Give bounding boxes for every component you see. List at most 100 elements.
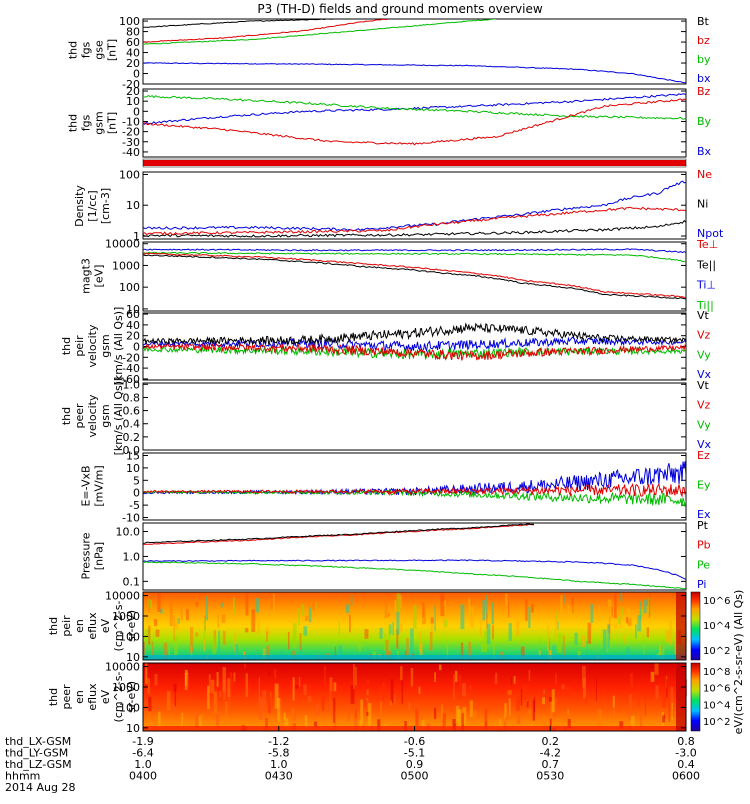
peir-eflux-spectrogram-streak <box>221 603 223 608</box>
peer-eflux-spectrogram-streak <box>200 694 203 700</box>
peir-eflux-spectrogram-streak <box>492 625 494 639</box>
peer-eflux-spectrogram-streak <box>187 674 189 696</box>
peir-eflux-spectrogram-streak <box>434 606 435 631</box>
peer-eflux-spectrogram-streak <box>640 713 642 728</box>
peir-velocity-ylabel-line: thd <box>60 337 73 355</box>
peer-eflux-spectrogram-streak <box>552 689 555 712</box>
peer-eflux-spectrogram-streak <box>485 709 488 727</box>
peer-eflux-spectrogram-streak <box>638 684 639 706</box>
peer-eflux-spectrogram-streak <box>367 679 369 684</box>
peer-eflux-spectrogram-streak <box>167 691 170 710</box>
peer-eflux-spectrogram-streak <box>148 711 150 717</box>
peer-eflux-colorbar-tick: 10^2 <box>703 717 730 728</box>
peir-eflux-spectrogram-streak <box>351 595 353 606</box>
peir-eflux-spectrogram-streak <box>614 624 618 628</box>
peer-velocity-ylabel-line: [km/s (All Qs)] <box>112 377 125 456</box>
efield-ytick-label: 0 <box>133 487 140 500</box>
peir-eflux-spectrogram-streak <box>400 623 403 632</box>
peir-eflux-spectrogram-streak <box>646 606 648 617</box>
temperature-series-Ti|| <box>143 252 686 262</box>
pressure-ytick-label: 10.0 <box>116 526 141 539</box>
pressure-series-Pt <box>143 524 534 544</box>
peir-eflux-ylabel-line: thd <box>47 617 60 635</box>
peer-eflux-spectrogram-streak <box>223 680 226 700</box>
peir-eflux-spectrogram-streak <box>148 626 150 645</box>
peer-velocity-ylabel-line: velocity <box>86 394 99 437</box>
peer-eflux-spectrogram-streak <box>360 700 363 724</box>
peer-eflux-ylabel-line: eV <box>99 689 112 704</box>
peer-eflux-edge-band <box>676 663 686 731</box>
peer-eflux-spectrogram-streak <box>147 678 149 693</box>
peir-velocity-ytick-label: 60 <box>126 308 140 321</box>
peir-eflux-spectrogram-streak <box>603 629 607 651</box>
peir-eflux-spectrogram-streak <box>560 595 562 620</box>
peer-eflux-spectrogram-streak <box>330 691 332 716</box>
peer-eflux-spectrogram-streak <box>154 674 157 685</box>
fgs-gsm-legend-1: By <box>697 115 712 128</box>
peir-eflux-spectrogram-streak <box>293 623 297 649</box>
peir-eflux-spectrogram-streak <box>528 607 530 628</box>
peir-eflux-spectrogram-streak <box>568 605 570 614</box>
peer-eflux-spectrogram-streak <box>348 705 350 722</box>
peir-eflux-spectrogram-streak <box>392 622 394 635</box>
density-ylabel: Density[1/cc][cm-3] <box>73 185 112 227</box>
peer-eflux-spectrogram-streak <box>566 686 570 697</box>
peer-eflux-spectrogram-streak <box>511 678 512 685</box>
peir-eflux-spectrogram-streak <box>299 633 301 650</box>
density-ytick-label: 100 <box>119 168 140 181</box>
peer-eflux-spectrogram-streak <box>533 700 535 721</box>
fgs-gsm-ylabel-line: gsm <box>93 111 106 134</box>
peer-eflux-spectrogram-streak <box>417 702 418 714</box>
peir-eflux-spectrogram-streak <box>339 622 340 635</box>
peir-eflux-spectrogram-streak <box>305 616 308 621</box>
peer-eflux-spectrogram-streak <box>459 675 461 699</box>
peir-eflux-spectrogram-streak <box>572 597 573 613</box>
peer-eflux-spectrogram-streak <box>598 709 602 726</box>
peer-eflux-spectrogram-streak <box>355 709 357 718</box>
peer-eflux-spectrogram-streak <box>308 696 312 702</box>
density-ylabel-line: [cm-3] <box>99 188 112 224</box>
density-series-Ne <box>143 207 686 234</box>
peir-eflux-spectrogram-streak <box>623 634 625 644</box>
peir-eflux-spectrogram-streak <box>614 594 617 618</box>
peer-eflux-spectrogram-streak <box>630 673 633 688</box>
fgs-gsm-legend-2: Bx <box>697 145 712 158</box>
peer-eflux-spectrogram-streak <box>268 697 271 713</box>
peir-eflux-spectrogram-streak <box>413 605 416 628</box>
temperature-legend-1: Te|| <box>696 258 716 271</box>
peer-eflux-spectrogram-streak <box>353 664 355 689</box>
peer-eflux-spectrogram-streak <box>229 689 231 714</box>
peer-eflux-spectrogram-streak <box>527 701 529 707</box>
density-series-Ni <box>143 221 686 238</box>
xaxis-value: 0600 <box>672 770 700 783</box>
peir-eflux-spectrogram-streak <box>612 607 613 617</box>
peir-eflux-colorbar-tick: 10^2 <box>703 646 730 657</box>
peer-eflux-spectrogram-streak <box>596 677 597 700</box>
peir-eflux-spectrogram-streak <box>558 633 562 653</box>
peer-eflux-spectrogram-streak <box>284 713 286 719</box>
peer-eflux-spectrogram-streak <box>662 715 665 722</box>
peir-eflux-spectrogram-streak <box>255 598 259 612</box>
pressure-legend-0: Pt <box>697 519 709 532</box>
peir-velocity-legend-2: Vy <box>697 348 711 361</box>
peer-eflux-spectrogram-streak <box>419 687 421 694</box>
peir-eflux-spectrogram-streak <box>309 607 312 622</box>
peer-eflux-spectrogram-streak <box>562 684 565 689</box>
peer-eflux-spectrogram-streak <box>299 677 300 686</box>
peir-eflux-spectrogram-streak <box>397 594 401 614</box>
fgs-gsm-ylabel-line: thd <box>67 114 80 132</box>
pressure-series-Pe <box>143 562 686 589</box>
peer-eflux-spectrogram-streak <box>275 684 279 709</box>
peer-eflux-spectrogram-streak <box>493 671 495 676</box>
fgs-gse-series-Bt <box>143 19 333 28</box>
peer-eflux-spectrogram-streak <box>504 703 507 718</box>
peer-eflux-spectrogram-streak <box>207 686 210 709</box>
peir-eflux-spectrogram-streak <box>298 608 300 625</box>
peer-eflux-spectrogram-streak <box>391 679 394 703</box>
peer-eflux-spectrogram-streak <box>316 704 319 715</box>
fgs-gse-ylabel-line: fgs <box>80 41 93 58</box>
peer-velocity-legend-1: Vz <box>697 399 711 412</box>
